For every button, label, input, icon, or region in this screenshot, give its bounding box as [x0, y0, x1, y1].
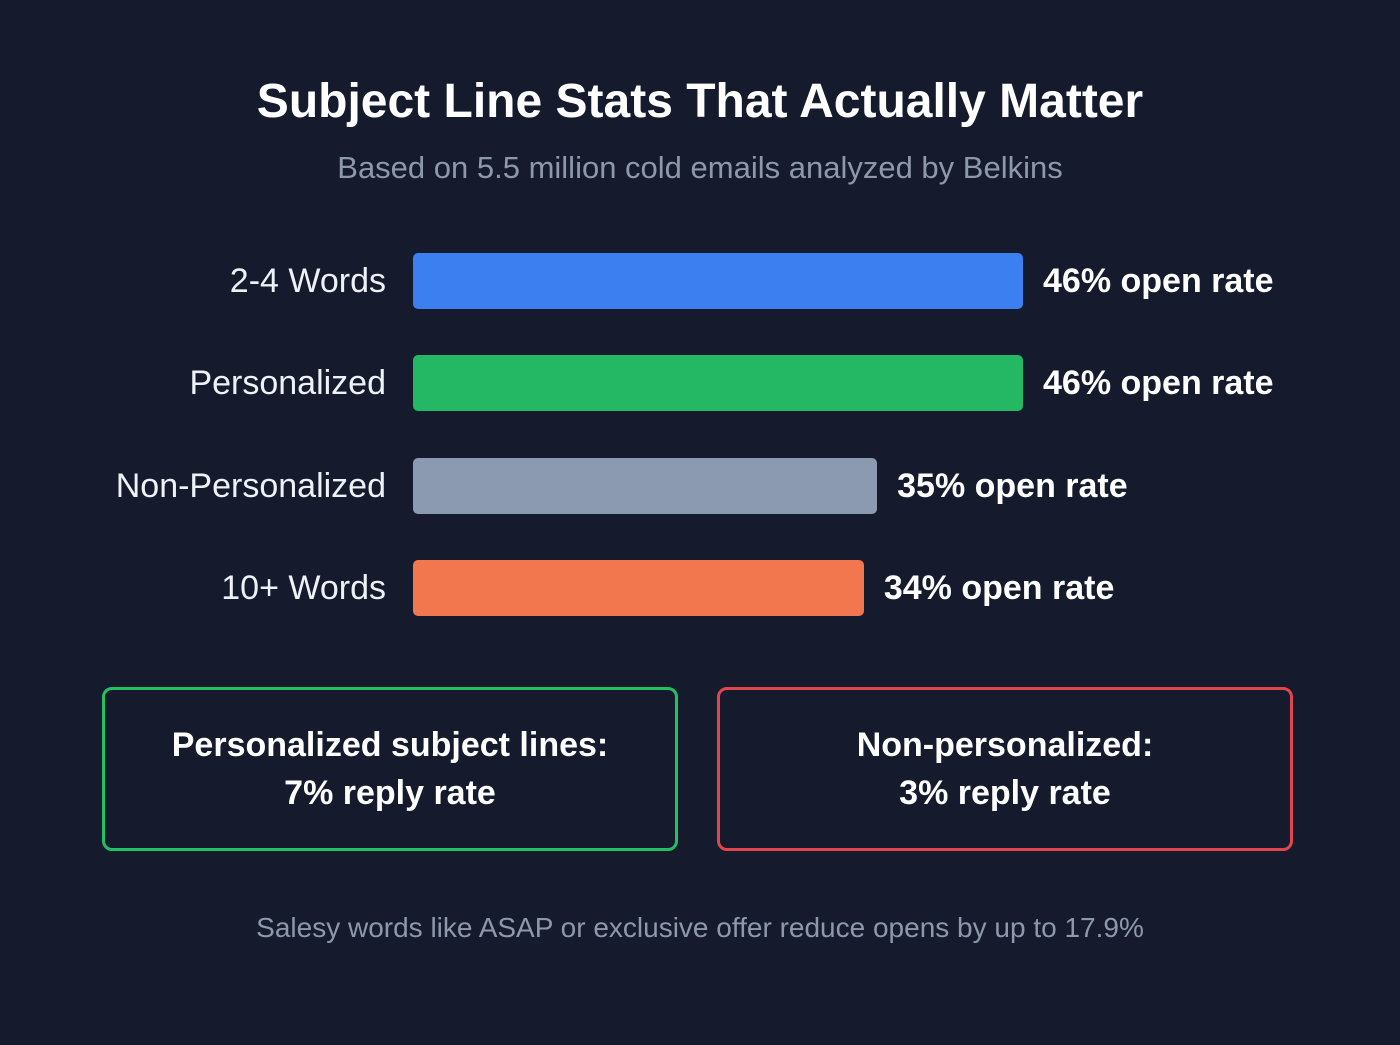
footer-note: Salesy words like ASAP or exclusive offe…: [256, 912, 1144, 943]
callout-line2: 7% reply rate: [284, 774, 496, 812]
chart-subtitle: Based on 5.5 million cold emails analyze…: [337, 150, 1063, 185]
callout-non-personalized: Non-personalized: 3% reply rate: [717, 687, 1293, 851]
bar: [413, 355, 1023, 411]
bar: [413, 253, 1023, 309]
value-label: 46% open rate: [1043, 364, 1274, 402]
bar-row: 10+ Words 34% open rate: [0, 560, 1400, 616]
bar: [413, 458, 878, 514]
value-label: 35% open rate: [897, 467, 1128, 505]
bar-row: Non-Personalized 35% open rate: [0, 458, 1400, 514]
callout-line1: Non-personalized:: [856, 726, 1154, 764]
callout-line1: Personalized subject lines:: [171, 726, 609, 764]
callout-personalized: Personalized subject lines: 7% reply rat…: [102, 687, 678, 851]
bar: [413, 560, 864, 616]
chart-title: Subject Line Stats That Actually Matter: [256, 75, 1144, 128]
category-label: 2-4 Words: [229, 262, 386, 300]
bar-row: 2-4 Words 46% open rate: [0, 253, 1400, 309]
category-label: Personalized: [189, 364, 386, 402]
category-label: 10+ Words: [221, 569, 386, 607]
callout-line2: 3% reply rate: [899, 774, 1111, 812]
value-label: 34% open rate: [883, 569, 1115, 607]
category-label: Non-Personalized: [115, 467, 386, 505]
bar-row: Personalized 46% open rate: [0, 355, 1400, 411]
value-label: 46% open rate: [1043, 262, 1274, 300]
